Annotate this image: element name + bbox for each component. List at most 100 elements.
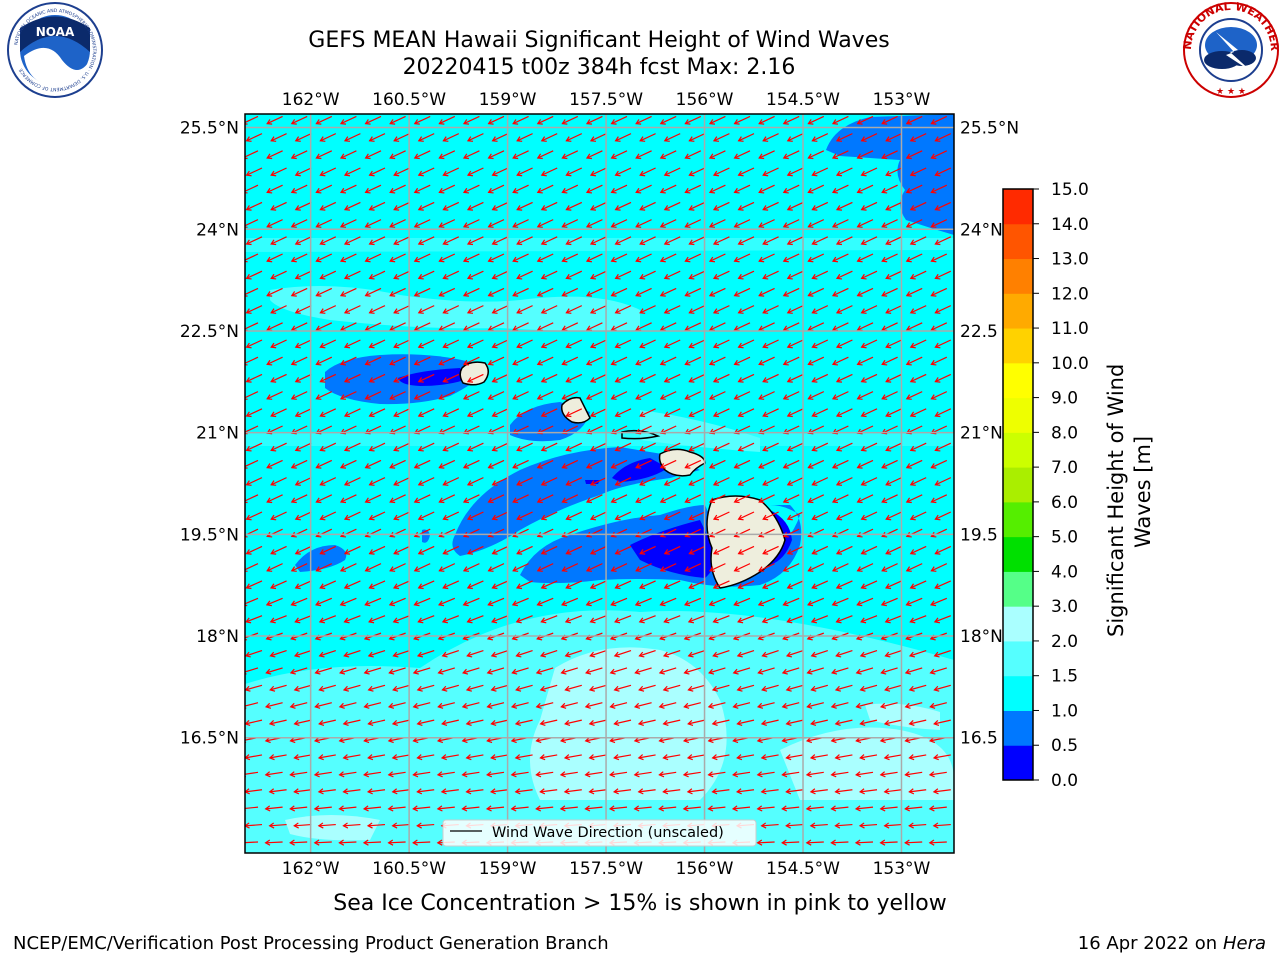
wave-arrow-head — [810, 719, 817, 727]
wave-arrow — [762, 545, 779, 555]
wave-arrow-head — [834, 719, 841, 727]
wave-arrow-head — [412, 771, 419, 778]
wave-arrow — [368, 754, 386, 759]
wave-arrow — [266, 322, 283, 331]
wave-arrow — [906, 322, 923, 331]
wave-arrow-head — [511, 600, 518, 607]
wave-arrow-head — [831, 668, 838, 675]
wave-arrow — [488, 322, 505, 331]
wave-arrow — [709, 253, 726, 262]
wave-arrow — [414, 528, 431, 537]
wave-arrow — [832, 184, 849, 193]
wave-arrow-head — [363, 771, 370, 778]
wave-arrow-head — [559, 805, 566, 812]
wave-arrow-head — [561, 394, 568, 400]
wave-arrow — [881, 356, 898, 365]
wave-arrow-head — [737, 136, 744, 142]
wave-arrow — [566, 442, 583, 451]
wave-arrow — [487, 667, 505, 674]
wave-arrow-head — [589, 617, 596, 624]
wave-arrow-head — [466, 651, 473, 658]
wave-arrow-head — [659, 463, 666, 469]
wave-arrow-head — [536, 463, 543, 469]
wave-arrow-head — [712, 170, 720, 177]
wave-arrow — [660, 253, 677, 262]
wave-arrow-head — [561, 187, 568, 194]
wave-arrow-head — [438, 600, 445, 607]
wave-arrow-head — [343, 480, 351, 486]
wave-arrow — [757, 806, 775, 810]
wave-arrow — [910, 615, 927, 623]
wave-arrow-head — [343, 651, 350, 658]
wave-arrow-head — [732, 737, 739, 744]
lat-tick-label-right: 16.5 — [960, 729, 998, 749]
wave-arrow — [758, 150, 775, 159]
wave-arrow-head — [465, 685, 473, 692]
wave-arrow-head — [315, 153, 322, 160]
wave-arrow-head — [688, 445, 695, 452]
wave-arrow — [439, 494, 456, 503]
wave-arrow-head — [413, 119, 420, 125]
wave-arrow-head — [807, 497, 814, 504]
wave-arrow-head — [831, 256, 839, 263]
wave-arrow-head — [881, 497, 888, 504]
wave-arrow-head — [270, 514, 277, 521]
wave-arrow-head — [437, 668, 444, 675]
wave-arrow-head — [737, 342, 744, 349]
wave-arrow-head — [639, 377, 646, 383]
wave-arrow — [639, 649, 656, 657]
wave-arrow — [590, 408, 607, 417]
wave-arrow-head — [688, 273, 695, 280]
wave-arrow-head — [786, 411, 793, 418]
wave-arrow — [269, 719, 287, 725]
wave-arrow-head — [294, 273, 301, 280]
wave-arrow-head — [364, 119, 371, 125]
wave-arrow-head — [290, 566, 297, 572]
wave-arrow — [635, 150, 652, 159]
wave-arrow — [389, 667, 406, 674]
wave-arrow-head — [442, 342, 449, 349]
wave-arrow — [414, 459, 431, 469]
wave-arrow-head — [289, 702, 296, 709]
wave-arrow — [787, 167, 804, 176]
wave-arrow — [565, 719, 582, 725]
wave-arrow-head — [268, 754, 275, 761]
wave-arrow-head — [881, 291, 888, 297]
wave-arrow-head — [315, 359, 322, 366]
wave-arrow — [344, 649, 361, 657]
wave-arrow-head — [290, 291, 297, 297]
wave-arrow-head — [835, 480, 843, 486]
wave-arrow-head — [589, 411, 597, 418]
wave-arrow-head — [489, 788, 496, 795]
wave-arrow-head — [659, 394, 666, 400]
wave-arrow-head — [928, 805, 935, 812]
wave-arrow-head — [712, 205, 720, 211]
wave-arrow-head — [782, 291, 789, 297]
wave-arrow-head — [881, 566, 888, 572]
wave-arrow — [885, 270, 902, 279]
wave-arrow-head — [490, 685, 497, 692]
lat-tick-label-right: 19.5 — [960, 525, 998, 545]
wave-arrow-head — [687, 617, 694, 624]
wave-arrow — [836, 442, 853, 451]
wave-arrow-head — [879, 737, 886, 744]
wave-arrow — [660, 150, 677, 159]
wave-arrow-head — [490, 719, 497, 727]
wave-arrow — [562, 459, 579, 469]
wave-arrow — [365, 287, 382, 297]
colorbar-tick-label: 2.0 — [1051, 632, 1078, 652]
wave-arrow-head — [663, 170, 670, 177]
wave-arrow-head — [762, 411, 769, 418]
wave-arrow-head — [462, 256, 470, 263]
wave-arrow-head — [436, 839, 443, 846]
wave-arrow — [291, 563, 308, 572]
wave-arrow — [861, 201, 878, 211]
wave-arrow-head — [782, 119, 789, 125]
wave-arrow — [782, 667, 800, 674]
wave-arrow — [885, 373, 902, 383]
wave-arrow-head — [245, 428, 248, 435]
wave-arrow-head — [687, 719, 694, 727]
wave-arrow — [635, 184, 652, 193]
wave-arrow-head — [442, 377, 449, 383]
wave-arrow-head — [491, 617, 498, 624]
